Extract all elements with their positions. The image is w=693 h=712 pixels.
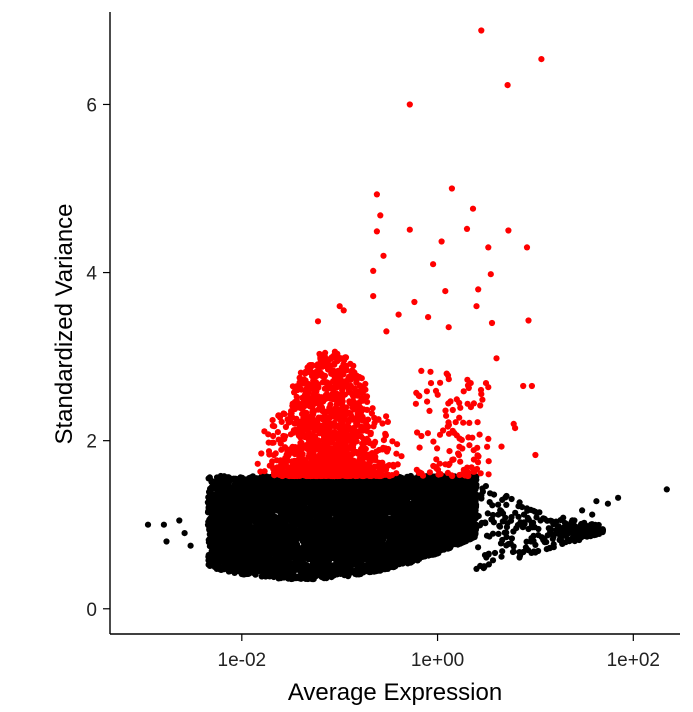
gene-point [285, 562, 293, 569]
gene-point [206, 474, 213, 481]
non-variable-genes-points [204, 472, 607, 583]
